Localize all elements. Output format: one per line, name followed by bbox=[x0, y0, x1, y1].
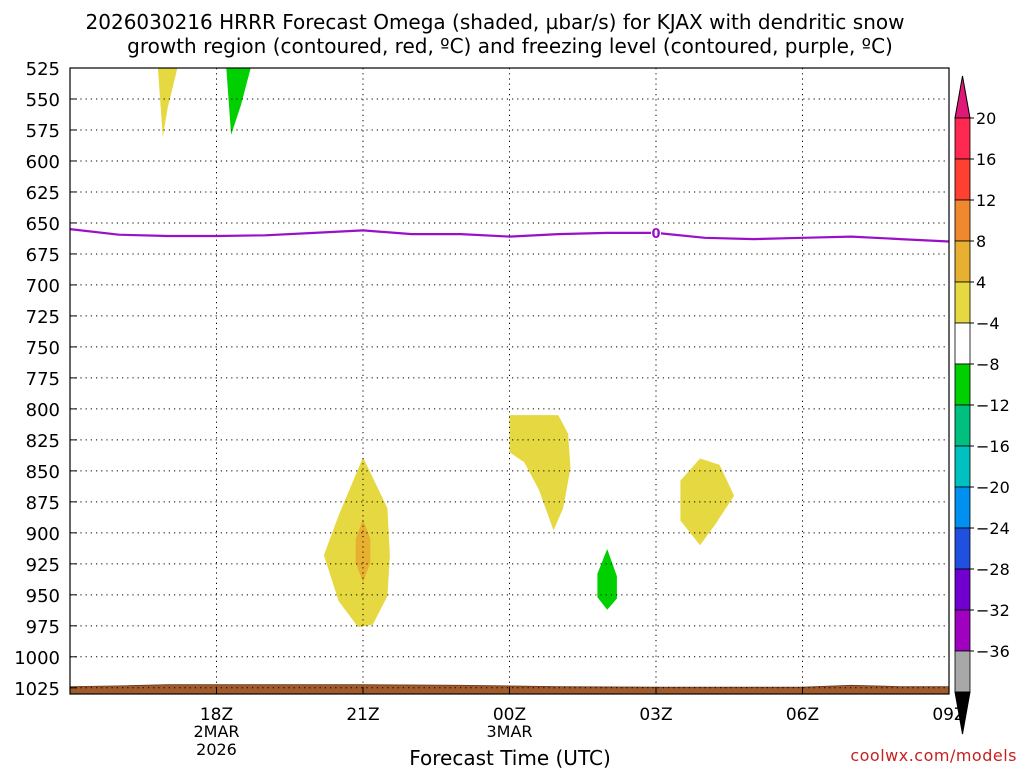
y-tick-label-675: 675 bbox=[26, 245, 60, 266]
y-tick-label-1000: 1000 bbox=[14, 648, 60, 669]
y-tick-label-950: 950 bbox=[26, 586, 60, 607]
colorbar: 20 16 12 8 4 −4 −8 −12 −16 −20 −24 −28 −32 −36 bbox=[954, 75, 1010, 735]
y-tick-label-625: 625 bbox=[26, 183, 60, 204]
colorbar-label-11: −24 bbox=[976, 519, 1010, 538]
y-tick-label-775: 775 bbox=[26, 369, 60, 390]
credit-text[interactable]: coolwx.com/models bbox=[850, 746, 1017, 765]
omega-shading-layer bbox=[157, 68, 735, 628]
colorbar-swatch-10 bbox=[954, 486, 971, 529]
y-tick-label-875: 875 bbox=[26, 493, 60, 514]
x-tick-label-06Z: 06Z bbox=[786, 705, 819, 725]
colorbar-swatch-4 bbox=[954, 240, 971, 283]
y-tick-label-850: 850 bbox=[26, 462, 60, 483]
omega-region-6 bbox=[597, 549, 617, 610]
chart-title-line2: growth region (contoured, red, ºC) and f… bbox=[127, 34, 893, 58]
colorbar-label-14: −36 bbox=[976, 642, 1010, 661]
colorbar-swatch-9 bbox=[954, 445, 971, 488]
colorbar-label-1: 20 bbox=[976, 109, 996, 128]
colorbar-swatch-3 bbox=[954, 199, 971, 242]
x-tick-label-00Z: 00Z bbox=[493, 705, 526, 725]
x-tick-label-18Z: 18Z bbox=[200, 705, 233, 725]
colorbar-swatch-6 bbox=[954, 322, 971, 365]
colorbar-bottom-arrow bbox=[954, 691, 971, 735]
colorbar-label-10: −20 bbox=[976, 478, 1010, 497]
y-tick-label-975: 975 bbox=[26, 617, 60, 638]
freezing-level-layer: 0 bbox=[69, 224, 950, 243]
colorbar-swatch-8 bbox=[954, 404, 971, 447]
y-tick-label-700: 700 bbox=[26, 276, 60, 297]
omega-region-4 bbox=[355, 519, 371, 583]
y-tick-label-1025: 1025 bbox=[14, 679, 60, 700]
colorbar-label-5: 4 bbox=[976, 273, 986, 292]
y-tick-label-650: 650 bbox=[26, 214, 60, 235]
y-tick-label-825: 825 bbox=[26, 431, 60, 452]
colorbar-label-7: −8 bbox=[976, 355, 1000, 374]
omega-region-2 bbox=[226, 68, 251, 135]
colorbar-label-2: 16 bbox=[976, 150, 996, 169]
colorbar-label-9: −16 bbox=[976, 437, 1010, 456]
x-axis-label: Forecast Time (UTC) bbox=[409, 746, 611, 768]
colorbar-swatch-5 bbox=[954, 281, 971, 324]
freezing-level-line bbox=[69, 228, 950, 243]
colorbar-label-6: −4 bbox=[976, 314, 1000, 333]
colorbar-swatch-2 bbox=[954, 158, 971, 201]
colorbar-label-3: 12 bbox=[976, 191, 996, 210]
y-tick-label-900: 900 bbox=[26, 524, 60, 545]
y-axis: 525 550 575 600 625 650 675 700 725 750 775 800 825 8… bbox=[14, 59, 77, 700]
freezing-level-label: 0 bbox=[651, 227, 660, 242]
omega-region-1 bbox=[157, 68, 178, 138]
x-tick-label-03Z: 03Z bbox=[639, 705, 672, 725]
colorbar-label-8: −12 bbox=[976, 396, 1010, 415]
colorbar-swatch-1 bbox=[954, 117, 971, 160]
x-tick-label-21Z: 21Z bbox=[346, 705, 379, 725]
omega-region-5 bbox=[509, 415, 571, 531]
y-tick-label-525: 525 bbox=[26, 59, 60, 80]
y-tick-label-600: 600 bbox=[26, 152, 60, 173]
y-tick-label-925: 925 bbox=[26, 555, 60, 576]
colorbar-label-13: −32 bbox=[976, 601, 1010, 620]
freezing-level-label-bg bbox=[651, 224, 661, 240]
x-date-label-00Z: 3MAR bbox=[486, 722, 532, 741]
colorbar-label-4: 8 bbox=[976, 232, 986, 251]
y-tick-label-575: 575 bbox=[26, 121, 60, 142]
y-tick-label-750: 750 bbox=[26, 338, 60, 359]
y-tick-label-725: 725 bbox=[26, 307, 60, 328]
colorbar-swatch-12 bbox=[954, 568, 971, 611]
chart-title-line1: 2026030216 HRRR Forecast Omega (shaded, … bbox=[86, 10, 905, 34]
colorbar-swatch-11 bbox=[954, 527, 971, 570]
colorbar-label-12: −28 bbox=[976, 560, 1010, 579]
x-tick-label-09Z: 09Z bbox=[932, 705, 965, 725]
colorbar-swatch-7 bbox=[954, 363, 971, 406]
y-tick-label-550: 550 bbox=[26, 90, 60, 111]
colorbar-swatch-13 bbox=[954, 609, 971, 652]
x-date-label-18Z: 2MAR bbox=[193, 722, 239, 741]
x-year-label-18Z: 2026 bbox=[196, 740, 237, 759]
omega-region-7 bbox=[680, 458, 735, 546]
gridlines bbox=[70, 68, 950, 694]
y-tick-label-800: 800 bbox=[26, 400, 60, 421]
colorbar-top-arrow bbox=[954, 75, 971, 119]
colorbar-swatch-14 bbox=[954, 650, 971, 693]
